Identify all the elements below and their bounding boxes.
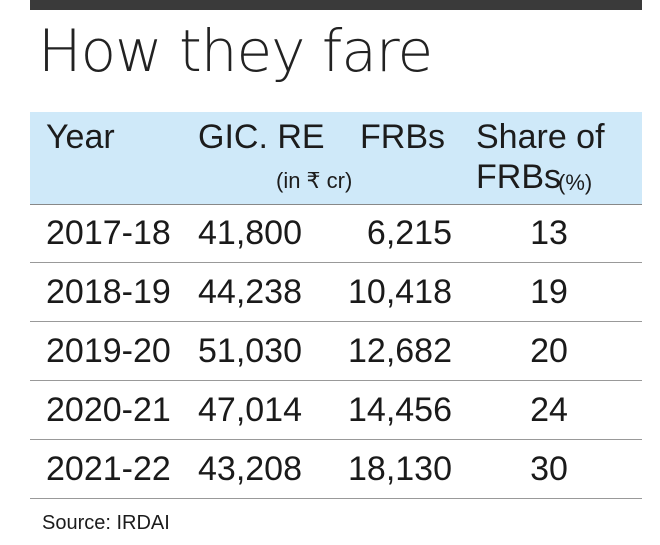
header-share-frbs: FRBs	[476, 158, 561, 196]
header-year: Year	[46, 118, 115, 156]
share-cell: 13	[530, 214, 568, 252]
year-cell: 2017-18	[46, 214, 171, 252]
year-cell: 2019-20	[46, 332, 171, 370]
table-row: 2021-22 43,208 18,130 30	[30, 440, 642, 499]
frbs-cell: 12,682	[348, 332, 452, 370]
frbs-cell: 14,456	[348, 391, 452, 429]
table-row: 2018-19 44,238 10,418 19	[30, 263, 642, 322]
table-row: 2020-21 47,014 14,456 24	[30, 381, 642, 440]
top-rule	[30, 0, 642, 10]
year-cell: 2021-22	[46, 450, 171, 488]
header-frbs: FRBs	[360, 118, 445, 156]
chart-title: How they fare	[38, 17, 433, 85]
frbs-cell: 10,418	[348, 273, 452, 311]
share-cell: 20	[530, 332, 568, 370]
gic-re-cell: 51,030	[198, 332, 302, 370]
frbs-cell: 6,215	[366, 214, 452, 252]
table-row: 2017-18 41,800 6,215 13	[30, 204, 642, 263]
year-cell: 2018-19	[46, 273, 171, 311]
gic-re-cell: 41,800	[198, 214, 302, 252]
source-note: Source: IRDAI	[42, 512, 170, 534]
header-gic-re-unit: (in ₹ cr)	[276, 168, 353, 193]
table-header: Year GIC. RE (in ₹ cr) FRBs Share of FRB…	[30, 112, 642, 205]
year-cell: 2020-21	[46, 391, 171, 429]
gic-re-cell: 44,238	[198, 273, 302, 311]
header-share-of: Share of	[476, 118, 605, 156]
gic-re-cell: 43,208	[198, 450, 302, 488]
frbs-cell: 18,130	[348, 450, 452, 488]
gic-re-cell: 47,014	[198, 391, 302, 429]
header-gic-re: GIC. RE	[198, 118, 325, 156]
share-cell: 24	[530, 391, 568, 429]
share-cell: 30	[530, 450, 568, 488]
share-cell: 19	[530, 273, 568, 311]
header-share-unit: (%)	[558, 170, 593, 195]
table-row: 2019-20 51,030 12,682 20	[30, 322, 642, 381]
